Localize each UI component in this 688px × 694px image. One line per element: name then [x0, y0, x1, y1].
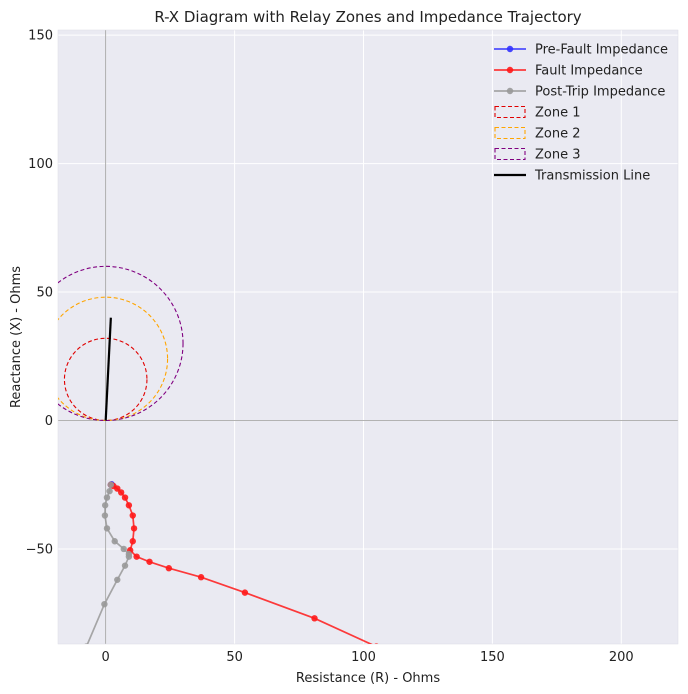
x-tick-label: 0 [102, 650, 110, 665]
post-trip-impedance-point [103, 525, 111, 532]
fault-impedance-point [130, 525, 138, 532]
plot-frame [57, 29, 679, 645]
zone-circle-zone-3 [58, 265, 184, 422]
fault-impedance-point [117, 489, 125, 496]
post-trip-impedance-point [103, 494, 111, 501]
transmission-line [104, 317, 112, 421]
y-axis-title: Reactance (X) - Ohms [9, 266, 24, 408]
fault-impedance-point [125, 502, 133, 509]
y-tick-label: −50 [26, 542, 53, 557]
legend-marker-post-trip-impedance [506, 87, 514, 95]
legend-swatch-zone-1 [494, 105, 526, 119]
x-tick-label: 150 [480, 650, 505, 665]
fault-impedance-point [165, 565, 173, 572]
post-trip-impedance-point [84, 643, 89, 644]
y-tick-label: 150 [28, 29, 53, 44]
legend-label-zone-2: Zone 2 [535, 127, 581, 142]
fault-impedance-point [121, 494, 129, 501]
fault-impedance-point [197, 574, 205, 581]
legend-label-post-trip-impedance: Post-Trip Impedance [535, 85, 665, 100]
legend-label-transmission-line: Transmission Line [534, 169, 650, 184]
fault-impedance-point [133, 553, 140, 560]
post-trip-impedance-point [121, 562, 129, 569]
x-tick-label: 100 [351, 650, 376, 665]
tick-labels: 0 50 100 150 200 −50 0 50 100 150 [26, 29, 634, 665]
plot-area [58, 265, 379, 644]
fault-impedance-point [129, 538, 136, 545]
zone-circle-zone-2 [58, 296, 169, 422]
legend-marker-fault-impedance [506, 66, 514, 74]
x-tick-label: 200 [609, 650, 634, 665]
legend-swatch-zone-3 [494, 147, 526, 161]
fault-impedance-point [241, 589, 249, 596]
post-trip-impedance-point [101, 600, 108, 608]
post-trip-impedance-point [111, 538, 118, 545]
post-trip-impedance-point [114, 576, 121, 583]
legend-marker-pre-fault-impedance [506, 45, 514, 53]
y-tick-label: 50 [36, 286, 53, 301]
y-tick-label: 0 [45, 414, 53, 429]
post-trip-impedance-point [107, 481, 115, 488]
legend-label-zone-3: Zone 3 [535, 148, 581, 163]
fault-impedance-point [374, 643, 379, 644]
legend-label-zone-1: Zone 1 [535, 106, 581, 121]
legend-swatch-zone-2 [494, 126, 526, 140]
post-trip-impedance-point [101, 502, 109, 509]
legend-label-pre-fault-impedance: Pre-Fault Impedance [535, 43, 668, 58]
x-tick-label: 50 [226, 650, 243, 665]
post-trip-impedance-point [101, 512, 109, 519]
fault-impedance-point [146, 558, 153, 565]
legend-label-fault-impedance: Fault Impedance [535, 64, 643, 79]
fault-impedance-point [129, 512, 136, 519]
post-trip-impedance-point [125, 553, 133, 560]
legend: Pre-Fault Impedance Fault Impedance Post-T… [494, 43, 668, 184]
zero-axis-lines [57, 29, 679, 645]
post-trip-impedance-point [106, 487, 113, 495]
x-axis-title: Resistance (R) - Ohms [296, 671, 440, 686]
y-tick-label: 100 [28, 157, 53, 172]
chart-title: R-X Diagram with Relay Zones and Impedan… [154, 8, 581, 26]
fault-impedance-point [311, 615, 318, 622]
zone-circle-zone-1 [63, 337, 148, 422]
post-trip-impedance-point [120, 545, 127, 553]
plot-background [58, 30, 678, 644]
